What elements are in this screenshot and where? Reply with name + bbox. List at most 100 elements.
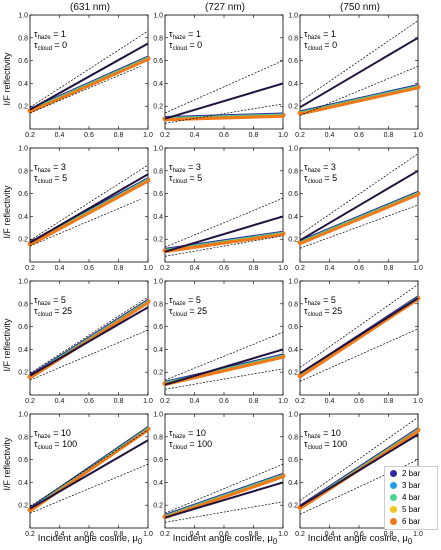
x-tick-label: 0.8 [249,398,259,405]
y-tick-label: 0.8 [153,35,163,42]
y-tick-label: 0.6 [18,324,28,331]
upper-envelope [299,20,419,102]
x-tick-label: 0.2 [25,132,35,139]
y-tick-label: 0.2 [288,237,298,244]
x-axis-label-col-3: Incident angle cosine, μ0 [307,533,413,546]
y-tick-label: 0.4 [288,81,298,88]
y-tick-label: 1.0 [18,412,28,419]
y-tick-label: 0.2 [18,370,28,377]
x-tick-label: 0.4 [55,531,65,538]
x-tick-label: 1.0 [278,398,288,405]
x-tick-label: 0.4 [55,265,65,272]
column-title-727: (727 nm) [204,2,245,13]
y-tick-label: 0.8 [153,168,163,175]
y-tick-label: 1.0 [288,412,298,419]
y-tick-label: 1.0 [153,279,163,286]
upper-envelope [299,153,419,235]
y-tick-label: 0.4 [153,347,163,354]
model-series-2bar [164,472,284,515]
x-tick-label: 0.8 [249,265,259,272]
x-tick-label: 0.4 [190,132,200,139]
x-tick-label: 1.0 [413,398,423,405]
x-tick-label: 0.4 [325,531,335,538]
y-tick-label: 0.4 [153,214,163,221]
y-tick-label: 0.6 [288,58,298,65]
model-series-2bar [164,112,284,117]
model-series-6bar [27,177,151,247]
lower-envelope [29,463,149,514]
observed-mean [299,433,419,508]
y-tick-label: 0.4 [153,480,163,487]
x-tick-label: 0.6 [84,531,94,538]
y-tick-label: 0.2 [18,104,28,111]
x-tick-label: 1.0 [278,265,288,272]
y-tick-label: 0.2 [153,104,163,111]
model-series-6bar [297,191,421,246]
y-tick-label: 0.2 [18,237,28,244]
observed-mean [29,439,149,510]
upper-envelope [29,429,149,507]
legend-item-4bar: 4 bar [390,492,437,503]
observed-mean [299,36,419,109]
x-tick-label: 0.8 [114,132,124,139]
x-tick-label: 0.4 [190,265,200,272]
model-series-4bar [29,299,149,376]
y-tick-label: 1.0 [288,279,298,286]
upper-envelope [164,463,284,514]
y-tick-label: 1.0 [153,412,163,419]
x-tick-label: 0.6 [84,398,94,405]
y-tick-label: 0.4 [288,214,298,221]
x-tick-label: 0.6 [354,265,364,272]
observed-mean [164,82,284,120]
y-tick-label: 0.2 [288,503,298,510]
column-title-631: (631 nm) [69,2,110,13]
y-tick-label: 0.4 [288,480,298,487]
model-series-4bar [164,113,284,118]
upper-envelope [299,284,419,368]
y-tick-label: 0.6 [18,457,28,464]
legend-swatch [390,506,397,513]
lower-envelope [164,103,284,124]
y-tick-label: 0.8 [18,168,28,175]
x-tick-label: 0.2 [295,398,305,405]
x-tick-label: 0.8 [384,531,394,538]
observed-mean [29,306,149,377]
y-tick-label: 0.8 [18,434,28,441]
model-series-4bar [299,191,419,242]
y-tick-label: 0.8 [18,301,28,308]
y-tick-label: 0.2 [153,503,163,510]
x-tick-label: 0.6 [84,265,94,272]
legend-swatch [390,518,397,525]
y-tick-label: 0.6 [153,191,163,198]
legend-item-6bar: 6 bar [390,516,437,527]
y-tick-label: 0.6 [153,58,163,65]
observed-mean [29,173,149,244]
upper-envelope [164,60,284,114]
x-tick-label: 0.8 [384,265,394,272]
y-tick-label: 1.0 [288,146,298,153]
y-tick-label: 0.2 [153,237,163,244]
lower-envelope [164,368,284,390]
x-tick-label: 0.6 [219,531,229,538]
lower-envelope [164,235,284,257]
x-tick-label: 0.8 [384,398,394,405]
model-series-4bar [164,354,284,383]
y-tick-label: 0.8 [153,301,163,308]
y-tick-label: 1.0 [153,146,163,153]
x-tick-label: 1.0 [143,132,153,139]
y-tick-label: 0.4 [18,81,28,88]
y-tick-label: 0.6 [288,191,298,198]
model-series-6bar [162,231,286,254]
y-tick-label: 0.4 [18,347,28,354]
x-tick-label: 0.4 [325,132,335,139]
legend-swatch [390,470,397,477]
y-tick-label: 0.4 [18,480,28,487]
x-tick-label: 1.0 [413,531,423,538]
y-tick-label: 1.0 [18,279,28,286]
